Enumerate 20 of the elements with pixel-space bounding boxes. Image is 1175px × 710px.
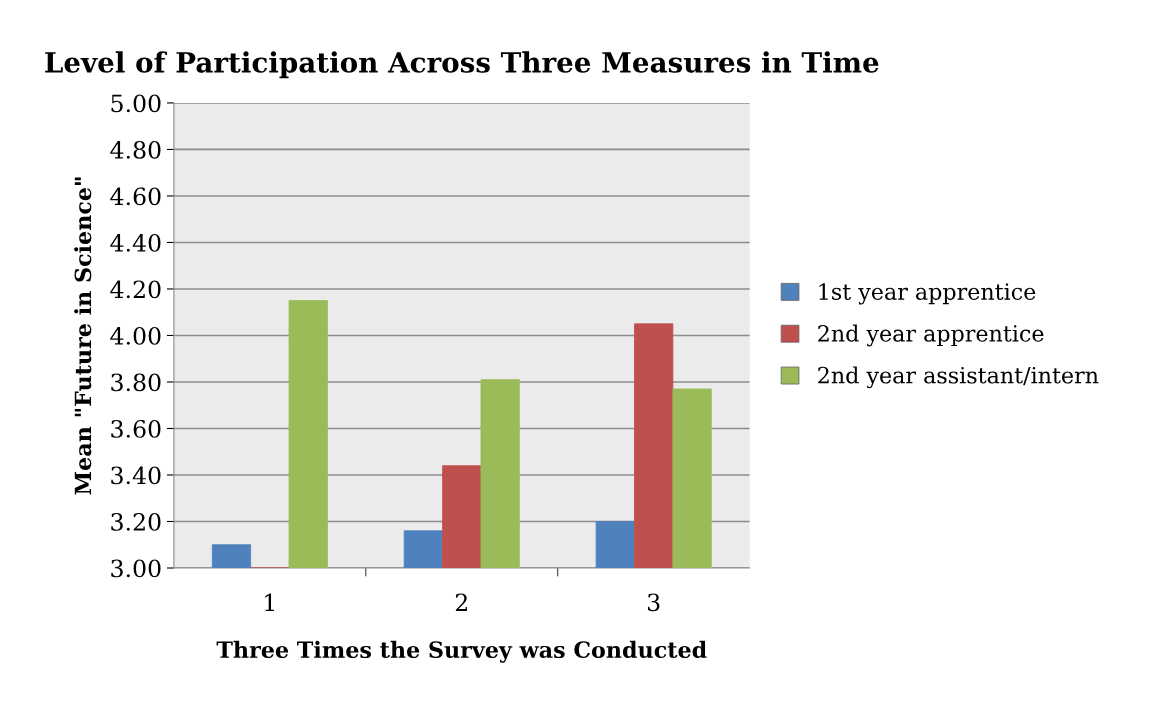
x-tick-label: 3 — [647, 593, 660, 612]
y-tick-label: 3.40 — [111, 466, 161, 485]
x-tick-label: 2 — [455, 593, 467, 611]
y-axis-title: Mean "Future in Science" — [74, 177, 92, 495]
legend-label: 2nd year apprentice — [818, 324, 1044, 347]
legend-label: 1st year apprentice — [819, 283, 1036, 305]
y-tick-label: 4.00 — [110, 326, 161, 345]
legend-label: 2nd year assistant/intern — [818, 366, 1099, 389]
y-tick-label: 3.80 — [111, 373, 161, 392]
y-tick-label: 4.60 — [110, 187, 161, 206]
chart-title: Level of Participation Across Three Measures in Time — [45, 51, 879, 79]
x-tick-label: 1 — [265, 593, 275, 611]
y-tick-label: 5.00 — [111, 94, 161, 113]
y-tick-label: 4.80 — [110, 140, 161, 159]
x-axis-title: Three Times the Survey was Conducted — [216, 640, 707, 663]
y-tick-label: 3.20 — [111, 512, 161, 531]
y-tick-label: 4.40 — [110, 233, 161, 252]
y-tick-label: 3.00 — [111, 559, 161, 578]
y-tick-label: 3.60 — [111, 419, 161, 438]
y-tick-label: 4.20 — [110, 280, 161, 299]
